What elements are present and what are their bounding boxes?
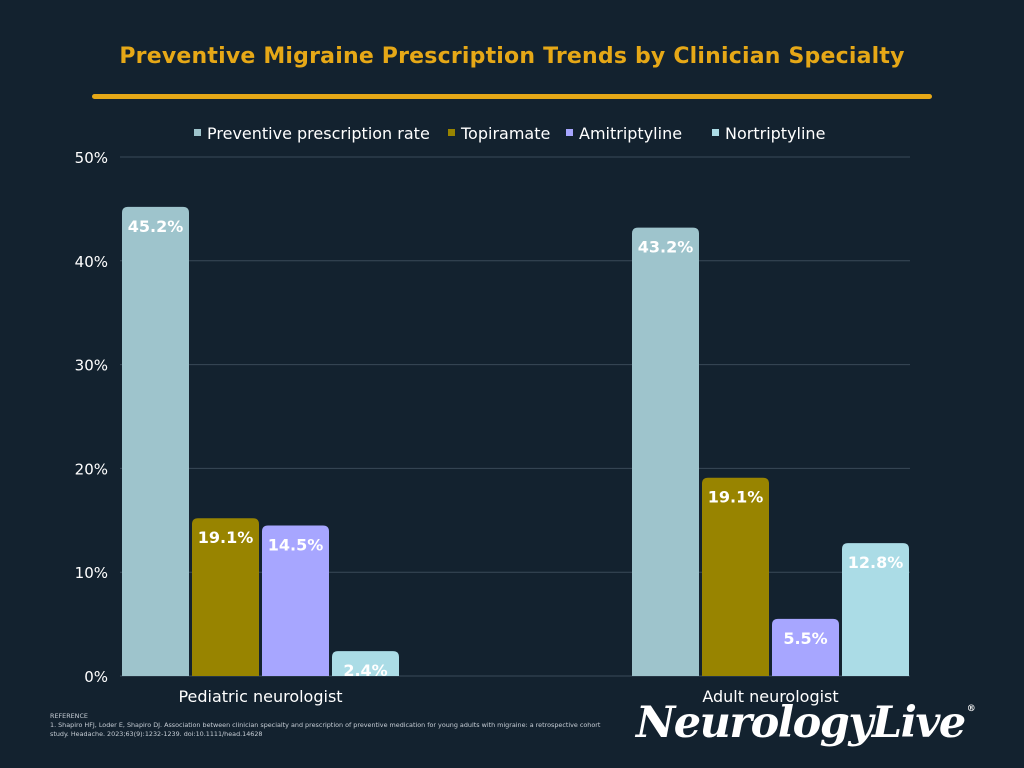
y-tick-label: 0%: [84, 668, 108, 686]
y-tick-label: 30%: [75, 357, 108, 375]
legend-swatch: [712, 129, 719, 136]
data-label: 19.1%: [198, 528, 254, 547]
bars: [122, 206, 909, 677]
legend-label: Topiramate: [460, 124, 550, 143]
bar: [772, 618, 839, 676]
reference-text: 1. Shapiro HFJ, Loder E, Shapiro DJ. Ass…: [50, 721, 601, 738]
y-tick-label: 50%: [75, 149, 108, 167]
y-tick-label: 40%: [75, 253, 108, 271]
bar: [262, 525, 329, 676]
chart-title: Preventive Migraine Prescription Trends …: [119, 44, 905, 69]
data-labels: 45.2% 19.1% 14.5% 2.4% 43.2% 19.1% 5.5% 12.8%: [128, 217, 904, 680]
legend-swatch: [194, 129, 201, 136]
data-label: 5.5%: [783, 629, 827, 648]
x-tick-label: Adult neurologist: [702, 687, 838, 706]
logo-wordmark: NeurologyLive: [636, 698, 966, 748]
reference-heading: REFERENCE: [50, 712, 88, 720]
data-label: 14.5%: [268, 535, 324, 554]
data-label: 45.2%: [128, 217, 184, 236]
y-axis-ticks: 0% 10% 20% 30% 40% 50%: [75, 149, 108, 686]
bar: [192, 518, 259, 676]
bar: [332, 651, 399, 676]
legend-label: Amitriptyline: [579, 124, 682, 143]
data-label: 43.2%: [638, 238, 694, 257]
legend-swatch: [566, 129, 573, 136]
data-label: 12.8%: [848, 553, 904, 572]
bar: [842, 543, 909, 676]
registered-mark: ®: [966, 704, 976, 714]
legend-label: Preventive prescription rate: [207, 124, 430, 143]
data-label: 19.1%: [708, 488, 764, 507]
title-underline: [92, 94, 932, 99]
legend-label: Nortriptyline: [725, 124, 825, 143]
x-axis-ticks: Pediatric neurologist Adult neurologist: [178, 687, 838, 706]
reference-block: REFERENCE 1. Shapiro HFJ, Loder E, Shapi…: [50, 712, 610, 739]
y-tick-label: 20%: [75, 460, 108, 478]
legend: Preventive prescription rate Topiramate Am…: [194, 124, 825, 143]
bar-chart: 0% 10% 20% 30% 40% 50% Preventive prescriptio…: [75, 124, 910, 706]
data-label: 2.4%: [343, 661, 387, 680]
y-tick-label: 10%: [75, 564, 108, 582]
neurologylive-logo: NeurologyLive ®: [636, 698, 976, 748]
x-tick-label: Pediatric neurologist: [178, 687, 342, 706]
bar: [632, 227, 699, 677]
bar: [702, 477, 769, 676]
bar: [122, 206, 189, 676]
legend-swatch: [448, 129, 455, 136]
